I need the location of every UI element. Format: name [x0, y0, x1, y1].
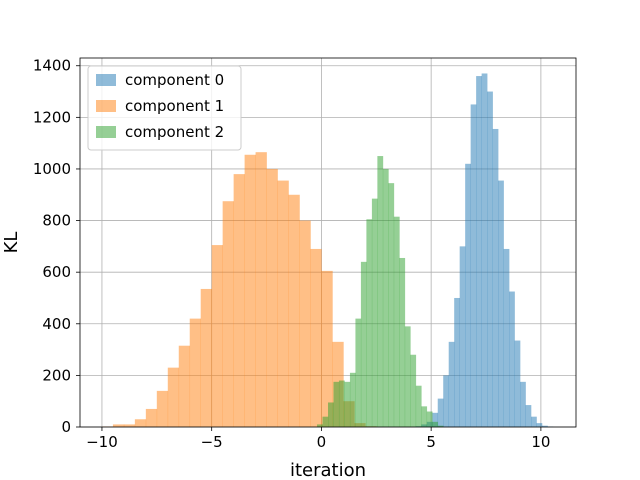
histogram-bar	[211, 245, 223, 427]
histogram-bar	[503, 248, 510, 427]
series-0-bars	[415, 73, 554, 428]
histogram-bar	[244, 154, 256, 427]
y-axis-label: KL	[1, 232, 22, 254]
histogram-bar	[349, 372, 356, 427]
histogram-bar	[410, 354, 417, 427]
axis-ticks: −10 −5 0 5 10 0 200 400 600 800 1000 1200 1400	[33, 57, 551, 451]
histogram-bar	[167, 367, 180, 427]
histogram-bar	[454, 297, 460, 427]
x-tick-label: −10	[86, 433, 118, 451]
histogram-bar	[476, 76, 482, 428]
histogram-bar	[156, 390, 169, 427]
y-tick-label: 0	[61, 418, 71, 436]
histogram-bar	[470, 104, 477, 427]
histogram-bar	[266, 168, 278, 427]
legend-swatch	[96, 74, 116, 86]
histogram-bar	[360, 261, 367, 427]
histogram-bar	[432, 412, 439, 427]
histogram-bar	[404, 326, 411, 427]
histogram-bar	[371, 198, 378, 427]
histogram-bar	[255, 152, 267, 428]
histogram-bar	[299, 220, 311, 427]
y-tick-label: 200	[42, 366, 71, 384]
y-tick-label: 600	[42, 263, 71, 281]
histogram-bar	[189, 318, 202, 427]
x-tick-label: 0	[317, 433, 327, 451]
legend-label: component 0	[125, 71, 224, 89]
histogram-bar	[525, 405, 532, 427]
legend-label: component 1	[125, 97, 224, 115]
histogram-bar	[321, 270, 333, 427]
legend: component 0 component 1 component 2	[87, 65, 242, 151]
histogram-bar	[112, 424, 125, 427]
histogram-bar	[426, 411, 433, 427]
legend-label: component 2	[125, 123, 224, 141]
x-tick-label: 10	[531, 433, 550, 451]
histogram-bar	[481, 73, 488, 428]
histogram-bar	[415, 385, 422, 427]
histogram-bar	[421, 406, 428, 427]
histogram-bar	[317, 424, 323, 427]
histogram-bar	[277, 180, 289, 427]
histogram-bar	[145, 408, 158, 427]
histogram-bar	[531, 416, 537, 427]
histogram-bar	[222, 201, 234, 427]
histogram-bar	[432, 421, 439, 427]
histogram-bar	[200, 288, 212, 427]
histogram-bar	[382, 168, 389, 427]
histogram-bar	[541, 425, 548, 427]
histogram-bar	[514, 340, 521, 427]
histogram-bar	[333, 381, 340, 427]
legend-box	[87, 65, 242, 151]
histogram-bar	[134, 419, 147, 427]
histogram-bar	[366, 219, 373, 427]
histogram-bar	[498, 180, 504, 427]
histogram-bar	[310, 248, 322, 427]
histogram-bar	[123, 424, 136, 427]
legend-swatch	[96, 100, 116, 112]
histogram-bar	[448, 341, 455, 427]
x-tick-label: −5	[201, 433, 223, 451]
histogram-bar	[509, 291, 515, 427]
histogram-bar	[233, 174, 245, 427]
series-2-bars	[317, 156, 444, 427]
y-tick-label: 800	[42, 212, 71, 230]
histogram-bar	[492, 128, 499, 427]
histogram-bar	[344, 381, 351, 427]
histogram-bar	[288, 194, 300, 427]
histogram-bar	[520, 381, 526, 427]
histogram-bar	[338, 380, 345, 427]
y-tick-label: 1000	[33, 160, 71, 178]
histogram-bar	[388, 183, 395, 427]
histogram-bars	[101, 73, 554, 428]
histogram-bar	[399, 257, 406, 427]
y-tick-label: 1200	[33, 108, 71, 126]
histogram-bar	[355, 318, 362, 427]
histogram-bar	[377, 156, 384, 427]
y-tick-label: 400	[42, 315, 71, 333]
x-axis-label: iteration	[290, 460, 366, 480]
histogram-bar	[487, 91, 493, 427]
x-tick-label: 5	[426, 433, 436, 451]
histogram-bar	[437, 425, 444, 427]
histogram-bar	[443, 375, 450, 427]
histogram-bar	[328, 402, 334, 427]
y-tick-label: 1400	[33, 57, 71, 75]
histogram-bar	[465, 163, 471, 428]
histogram-bar	[536, 423, 543, 427]
histogram-bar	[437, 398, 444, 427]
histogram-bar	[393, 216, 400, 427]
histogram-bar	[459, 246, 466, 427]
histogram-bar	[322, 416, 329, 427]
legend-swatch	[96, 126, 116, 138]
plot-frame	[79, 57, 577, 428]
histogram-bar	[178, 345, 191, 427]
